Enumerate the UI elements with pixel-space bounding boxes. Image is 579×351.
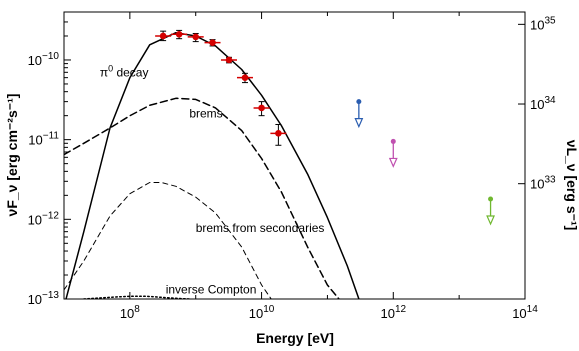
data-point — [155, 30, 172, 42]
data-point-marker — [209, 39, 216, 46]
data-points — [155, 29, 287, 146]
data-point-marker — [275, 130, 282, 137]
y-tick-label-left: 10−12 — [28, 210, 60, 227]
data-point — [236, 72, 253, 84]
data-point — [220, 56, 237, 64]
x-tick-label: 1012 — [380, 304, 406, 321]
upper-limit-arrow — [354, 118, 364, 129]
curve-inverse-compton — [83, 295, 191, 299]
curve-brems-from-secondaries — [64, 182, 272, 299]
x-axis-label: Energy [eV] — [256, 330, 334, 346]
curve-0-decay — [65, 31, 360, 299]
upper-limit-marker — [390, 138, 396, 144]
y-axis-label-right: νL_ν [erg s⁻¹] — [564, 140, 579, 231]
upper-limit-marker — [488, 196, 494, 202]
data-point-marker — [192, 33, 200, 41]
y-axis-label-left: νF_ν [erg cm⁻²s⁻¹] — [4, 94, 20, 217]
data-point — [171, 29, 188, 40]
data-point — [270, 123, 287, 146]
annotations: π0 decay brems brems from secondaries inver… — [100, 64, 325, 297]
x-tick-label: 108 — [120, 304, 140, 321]
plot-frame — [63, 11, 526, 300]
annotation-brems-from-secondaries: brems from secondaries — [196, 221, 325, 235]
upper-limit-marker — [356, 99, 362, 105]
data-point — [187, 32, 204, 43]
upper-limits — [354, 99, 495, 226]
data-point — [204, 39, 221, 47]
data-point-marker — [258, 104, 265, 112]
upper-limit — [388, 138, 398, 168]
annotation-inverse-compton: inverse Compton — [166, 283, 257, 297]
data-point-marker — [175, 30, 183, 38]
model-curves — [64, 31, 360, 299]
y-tick-label-left: 10−10 — [28, 51, 60, 68]
y-tick-label-left: 10−11 — [28, 131, 59, 148]
data-point-marker — [225, 56, 233, 64]
axis-ticks: 108 1010 1012 1014 10−13 10−12 10−11 10−10 1033 1… — [28, 11, 556, 321]
upper-limit-arrow — [388, 157, 398, 168]
upper-limit — [486, 196, 495, 226]
y-tick-label-right: 1034 — [530, 95, 556, 112]
data-point-marker — [159, 32, 167, 40]
upper-limit — [354, 99, 364, 129]
x-tick-label: 1014 — [512, 304, 538, 321]
x-tick-label: 1010 — [249, 304, 275, 321]
y-tick-label-right: 1033 — [530, 175, 556, 192]
annotation-brems: brems — [189, 106, 222, 120]
y-tick-label-left: 10−13 — [28, 290, 60, 307]
upper-limit-arrow — [486, 215, 495, 226]
data-point — [253, 101, 270, 117]
annotation-0-decay: π0 decay — [100, 64, 149, 80]
data-point-marker — [241, 74, 249, 81]
y-tick-label-right: 1035 — [530, 15, 556, 32]
curve-brems — [64, 97, 340, 299]
